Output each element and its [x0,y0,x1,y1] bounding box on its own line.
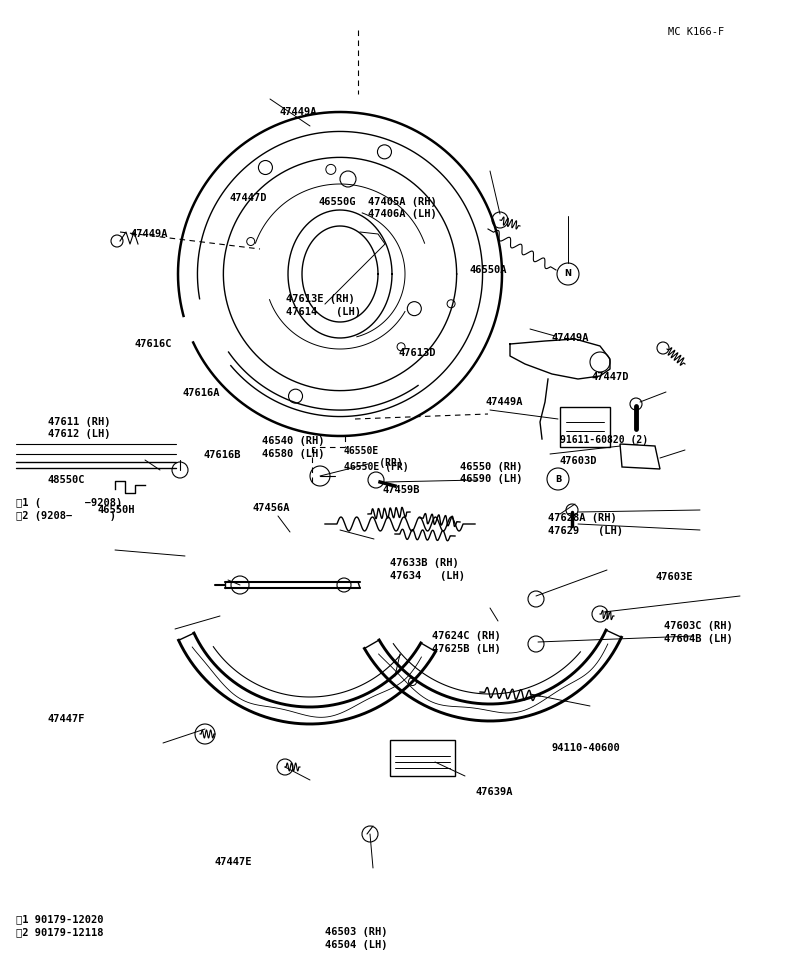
Text: 47624C (RH)
47625B (LH): 47624C (RH) 47625B (LH) [432,631,501,654]
Text: 47405A (RH)
47406A (LH): 47405A (RH) 47406A (LH) [368,197,437,219]
Polygon shape [620,444,660,469]
Text: 47611 (RH)
47612 (LH): 47611 (RH) 47612 (LH) [48,417,110,439]
Text: B: B [555,474,561,483]
Text: 46540 (RH)
46580 (LH): 46540 (RH) 46580 (LH) [262,436,325,459]
Text: 47449A: 47449A [130,229,168,239]
Text: 47459B: 47459B [382,485,420,495]
Text: 94110-40600: 94110-40600 [552,743,621,753]
Text: 46550E
      (RR): 46550E (RR) [344,446,402,468]
Text: N: N [565,270,571,279]
Text: 47633B (RH)
47634   (LH): 47633B (RH) 47634 (LH) [390,558,466,581]
Text: ※1 90179-12020
※2 90179-12118: ※1 90179-12020 ※2 90179-12118 [16,914,103,937]
Text: 47447D: 47447D [230,193,266,203]
Text: 47613E (RH)
47614   (LH): 47613E (RH) 47614 (LH) [286,294,362,317]
Text: 47603C (RH)
47604B (LH): 47603C (RH) 47604B (LH) [664,621,733,644]
Text: 48550C: 48550C [48,475,86,485]
Text: 47449A: 47449A [486,397,523,407]
Text: 47447F: 47447F [48,714,86,724]
Bar [560,407,610,447]
Text: 47639A: 47639A [476,787,513,797]
Text: ※1 (       −9208)
※2 (9208−      ): ※1 ( −9208) ※2 (9208− ) [16,498,122,521]
Text: 46550H: 46550H [98,505,134,514]
Bar [390,740,455,776]
Text: 47456A: 47456A [253,503,290,512]
Text: 47616C: 47616C [134,339,172,349]
Text: 46550 (RH)
46590 (LH): 46550 (RH) 46590 (LH) [460,462,522,484]
Text: MC K166-F: MC K166-F [668,27,724,37]
Text: 47447D: 47447D [592,372,630,382]
Text: 47616A: 47616A [182,388,220,397]
Text: 47628A (RH)
47629   (LH): 47628A (RH) 47629 (LH) [548,513,623,536]
Text: 46503 (RH)
46504 (LH): 46503 (RH) 46504 (LH) [325,927,387,950]
Text: 91611-60820 (2): 91611-60820 (2) [560,435,648,445]
Text: 46550A: 46550A [470,265,507,275]
Text: 47613D: 47613D [398,348,436,357]
Text: 47447E: 47447E [214,857,252,867]
Text: 47603E: 47603E [656,572,694,581]
Text: 47449A: 47449A [552,333,590,343]
Text: 47616B: 47616B [204,450,241,460]
Text: 46550E (FR): 46550E (FR) [344,462,409,471]
Text: 47603D: 47603D [560,456,598,466]
Text: 47449A: 47449A [280,107,317,117]
Text: 46550G: 46550G [318,197,356,206]
